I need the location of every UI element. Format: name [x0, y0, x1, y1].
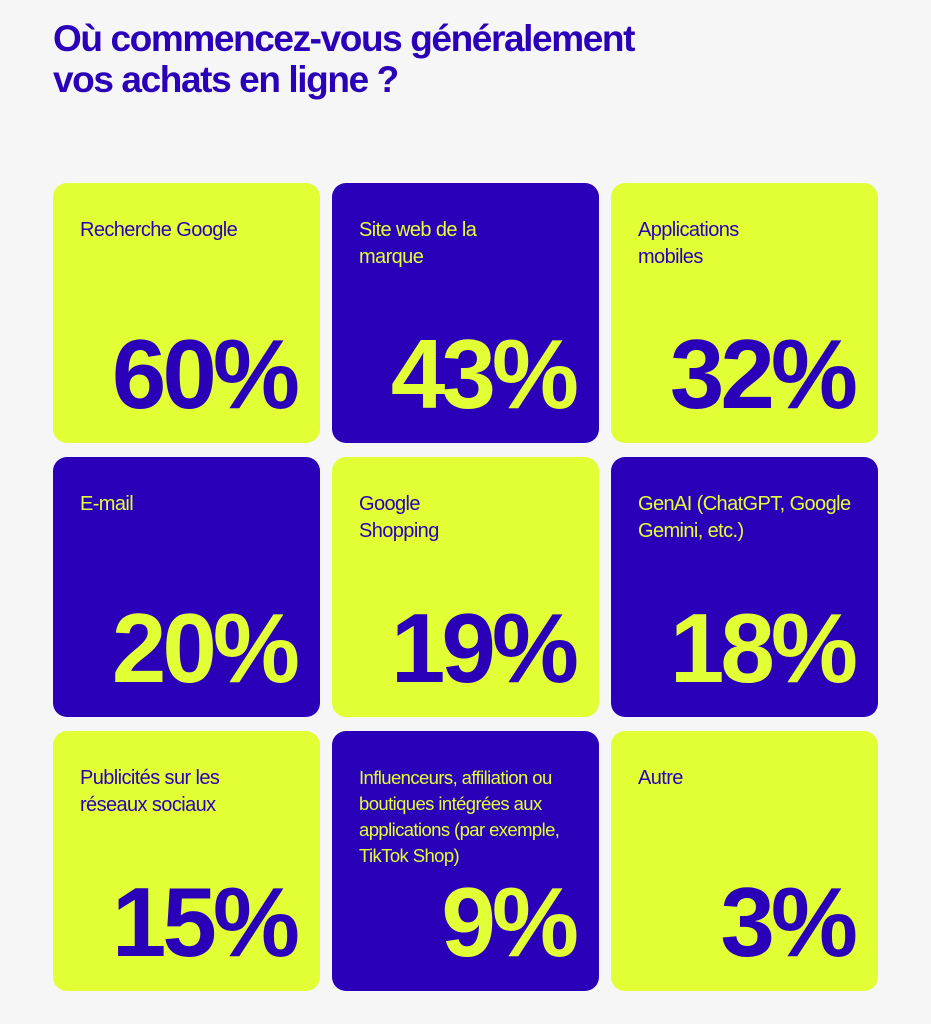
- tile-label: Google Shopping: [359, 493, 439, 542]
- tile-value: 9%: [441, 867, 579, 977]
- tile-site-web-marque: Site web de la marque 43%: [332, 183, 599, 443]
- tile-value: 20%: [111, 593, 300, 703]
- tile-influenceurs: Influenceurs, affiliation ou boutiques i…: [332, 731, 599, 991]
- tile-value: 15%: [111, 867, 300, 977]
- tile-label: Publicités sur les réseaux sociaux: [80, 767, 220, 816]
- tile-label: Site web de la marque: [359, 219, 477, 268]
- title-line-1: Où commencez-vous généralement: [53, 18, 635, 59]
- page-title: Où commencez-vous généralement vos achat…: [53, 18, 635, 100]
- tile-publicites-reseaux-sociaux: Publicités sur les réseaux sociaux 15%: [53, 731, 320, 991]
- tile-value: 18%: [669, 593, 858, 703]
- tile-label: Influenceurs, affiliation ou boutiques i…: [359, 767, 560, 866]
- tile-google-shopping: Google Shopping 19%: [332, 457, 599, 717]
- tile-value: 60%: [111, 319, 300, 429]
- tile-email: E-mail 20%: [53, 457, 320, 717]
- stats-grid: Recherche Google 60% Site web de la marq…: [53, 183, 878, 991]
- tile-autre: Autre 3%: [611, 731, 878, 991]
- tile-value: 19%: [390, 593, 579, 703]
- tile-value: 32%: [669, 319, 858, 429]
- tile-recherche-google: Recherche Google 60%: [53, 183, 320, 443]
- tile-applications-mobiles: Applications mobiles 32%: [611, 183, 878, 443]
- title-line-2: vos achats en ligne ?: [53, 59, 399, 100]
- tile-genai: GenAI (ChatGPT, Google Gemini, etc.) 18%: [611, 457, 878, 717]
- tile-value: 43%: [390, 319, 579, 429]
- tile-label: E-mail: [80, 493, 134, 515]
- tile-value: 3%: [720, 867, 858, 977]
- tile-label: Applications mobiles: [638, 219, 739, 268]
- tile-label: Autre: [638, 767, 683, 789]
- tile-label: Recherche Google: [80, 219, 238, 241]
- tile-label: GenAI (ChatGPT, Google Gemini, etc.): [638, 493, 851, 542]
